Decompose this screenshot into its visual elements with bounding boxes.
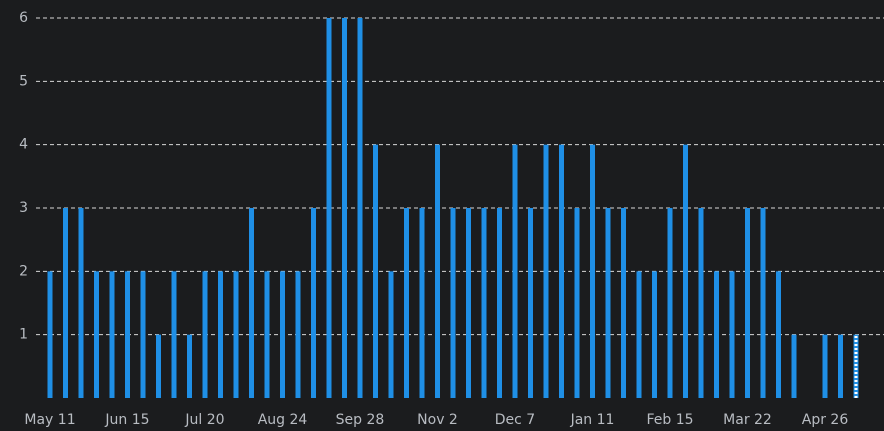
bar bbox=[714, 271, 719, 398]
bar bbox=[667, 208, 673, 398]
y-tick-label: 2 bbox=[19, 263, 28, 279]
bar bbox=[652, 271, 657, 398]
bar bbox=[140, 271, 146, 398]
y-tick-label: 3 bbox=[19, 200, 28, 216]
x-tick-label: Jun 15 bbox=[104, 412, 149, 428]
bar bbox=[419, 208, 425, 398]
bar bbox=[171, 271, 177, 398]
bar bbox=[249, 208, 254, 398]
x-tick-label: May 11 bbox=[24, 412, 75, 428]
x-tick-label: Nov 2 bbox=[417, 412, 458, 428]
bar bbox=[78, 208, 84, 398]
x-tick-label: Jul 20 bbox=[184, 412, 224, 428]
bar bbox=[760, 208, 766, 398]
y-tick-label: 6 bbox=[19, 10, 28, 26]
bar bbox=[218, 271, 223, 398]
bar bbox=[109, 271, 115, 398]
y-tick-label: 4 bbox=[19, 137, 28, 153]
bar bbox=[125, 271, 130, 398]
bar bbox=[838, 334, 843, 398]
bar bbox=[264, 271, 270, 398]
x-tick-label: Feb 15 bbox=[646, 412, 693, 428]
bar bbox=[388, 271, 394, 398]
y-tick-label: 5 bbox=[19, 73, 28, 89]
bar bbox=[357, 18, 363, 398]
bar bbox=[187, 334, 192, 398]
bar bbox=[791, 334, 797, 398]
x-tick-label: Apr 26 bbox=[802, 412, 849, 428]
bar bbox=[233, 271, 239, 398]
bar bbox=[776, 271, 781, 398]
bar bbox=[745, 208, 750, 398]
bar bbox=[404, 208, 409, 398]
bar bbox=[156, 334, 161, 398]
bar bbox=[512, 144, 518, 398]
bar bbox=[94, 271, 99, 398]
x-tick-label: Sep 28 bbox=[336, 412, 385, 428]
bar-partial-overlay bbox=[854, 334, 858, 398]
bar bbox=[326, 18, 332, 398]
bar bbox=[497, 208, 502, 398]
bar bbox=[590, 144, 595, 398]
bar bbox=[47, 271, 53, 398]
bar bbox=[605, 208, 611, 398]
bar bbox=[481, 208, 487, 398]
bar bbox=[466, 208, 471, 398]
bar bbox=[528, 208, 533, 398]
bar bbox=[636, 271, 642, 398]
bar bbox=[621, 208, 626, 398]
bar bbox=[450, 208, 456, 398]
bar bbox=[698, 208, 704, 398]
bar bbox=[280, 271, 285, 398]
x-tick-label: Aug 24 bbox=[258, 412, 308, 428]
x-tick-label: Dec 7 bbox=[495, 412, 535, 428]
x-tick-label: Mar 22 bbox=[723, 412, 772, 428]
bar bbox=[373, 144, 378, 398]
bar bbox=[559, 144, 564, 398]
bar bbox=[295, 271, 301, 398]
bar bbox=[729, 271, 735, 398]
bar bbox=[574, 208, 580, 398]
bar bbox=[202, 271, 208, 398]
y-tick-label: 1 bbox=[19, 327, 28, 343]
x-tick-label: Jan 11 bbox=[570, 412, 615, 428]
bar bbox=[543, 144, 549, 398]
bar bbox=[822, 334, 828, 398]
bar bbox=[342, 18, 347, 398]
bar bbox=[435, 144, 440, 398]
bar bbox=[63, 208, 68, 398]
bar bbox=[311, 208, 316, 398]
bar bbox=[683, 144, 688, 398]
